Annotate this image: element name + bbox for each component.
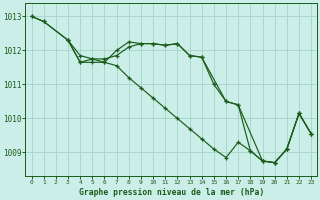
X-axis label: Graphe pression niveau de la mer (hPa): Graphe pression niveau de la mer (hPa): [79, 188, 264, 197]
